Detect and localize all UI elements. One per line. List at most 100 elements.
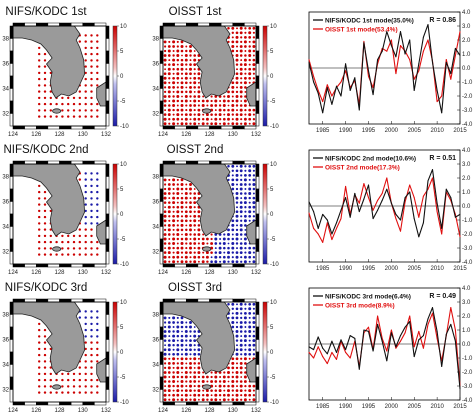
map-dot xyxy=(181,54,183,57)
map-dot xyxy=(43,215,47,219)
map-dot xyxy=(222,393,226,397)
series-point xyxy=(326,353,328,355)
map-dot xyxy=(252,384,256,388)
map-dot xyxy=(210,104,214,107)
map-border-left xyxy=(9,376,14,390)
map-dot xyxy=(189,357,192,360)
series-point xyxy=(372,87,374,89)
series-point xyxy=(326,222,328,224)
map-dot xyxy=(180,201,184,205)
x-tick-label: 1985 xyxy=(316,404,330,410)
map-dot xyxy=(201,255,205,259)
map-dot xyxy=(184,334,188,338)
series-point xyxy=(427,188,429,190)
map-dot xyxy=(227,316,230,320)
map-dot xyxy=(78,378,82,382)
map-dot xyxy=(167,321,171,324)
series-point xyxy=(372,218,374,220)
map-dot xyxy=(90,372,93,376)
map-dot xyxy=(248,76,252,80)
map-dot xyxy=(231,219,235,223)
map-dot xyxy=(244,68,247,71)
map-dot xyxy=(210,251,213,254)
map-dot xyxy=(176,219,179,222)
series-point xyxy=(340,218,342,220)
map-dot xyxy=(227,237,230,241)
map-dot xyxy=(231,325,235,329)
x-tick-label: 2005 xyxy=(408,404,422,410)
map-dot xyxy=(239,26,243,30)
map-dot xyxy=(240,394,243,397)
map-lon-label: 130 xyxy=(78,132,89,138)
korea-landmass xyxy=(162,301,236,375)
map-lat-label: 38 xyxy=(152,175,159,181)
map-dot xyxy=(244,251,247,254)
map-dot xyxy=(168,40,171,43)
map-dot xyxy=(248,26,252,30)
map-dot xyxy=(172,108,175,112)
map-dot xyxy=(219,398,222,401)
map-border-left xyxy=(9,339,14,353)
map-dot xyxy=(180,251,184,254)
series-point xyxy=(413,197,415,199)
map-dot xyxy=(197,224,201,227)
colorbar-label: -5 xyxy=(120,375,126,381)
map-dot xyxy=(176,201,179,204)
map-dot xyxy=(227,90,230,94)
map-lon-label: 124 xyxy=(158,132,169,138)
map-dot xyxy=(167,251,171,255)
colorbar-ramp xyxy=(112,163,118,265)
x-tick-label: 2000 xyxy=(385,128,399,134)
map-border-bottom xyxy=(70,401,83,406)
map-dot xyxy=(61,385,64,388)
map-dot xyxy=(235,81,239,85)
map-dot xyxy=(67,391,70,394)
map-dot xyxy=(202,251,205,254)
map-dot xyxy=(231,118,234,121)
map-dot xyxy=(243,219,247,223)
correlation-label: R = 0.49 xyxy=(429,293,456,300)
map-dot xyxy=(180,210,184,213)
map-dot xyxy=(176,192,180,195)
series-point xyxy=(322,347,324,349)
map-dot xyxy=(163,316,167,320)
map-dot xyxy=(96,391,99,394)
series-point xyxy=(441,95,443,97)
map-dot xyxy=(235,242,239,245)
map-border-bottom xyxy=(197,125,210,130)
map-dot xyxy=(176,389,180,393)
map-dot xyxy=(201,99,205,103)
map-dot xyxy=(248,164,252,168)
map-dot xyxy=(193,251,196,254)
map-dot xyxy=(90,203,93,206)
map-dot xyxy=(38,253,41,256)
map-dot xyxy=(189,335,192,338)
y-tick-label: -4.0 xyxy=(462,398,473,404)
legend-entry: OISST 3rd mode(8.9%) xyxy=(325,302,395,309)
map-dot xyxy=(172,54,175,57)
map-dot xyxy=(180,366,184,370)
map-border-top xyxy=(197,22,210,27)
map-dot xyxy=(176,196,180,200)
map-dot xyxy=(189,95,192,98)
map-dot xyxy=(84,228,87,231)
map-dot xyxy=(223,95,226,98)
map-dot xyxy=(227,27,230,30)
colorbar-label: 0 xyxy=(120,350,124,356)
map-dot xyxy=(227,95,230,98)
x-tick-label: 2010 xyxy=(430,128,444,134)
map-dot xyxy=(239,371,243,374)
map-border-left xyxy=(9,75,14,89)
map-dot xyxy=(231,380,235,383)
map-dot xyxy=(90,90,93,93)
map-dot xyxy=(163,334,167,338)
map-frame xyxy=(162,163,257,265)
map-dot xyxy=(252,40,256,44)
map-dot xyxy=(235,99,239,103)
map-border-left xyxy=(9,50,14,64)
japan-landmass xyxy=(246,219,257,245)
map-border-top xyxy=(232,22,245,27)
map-dot xyxy=(252,58,256,62)
